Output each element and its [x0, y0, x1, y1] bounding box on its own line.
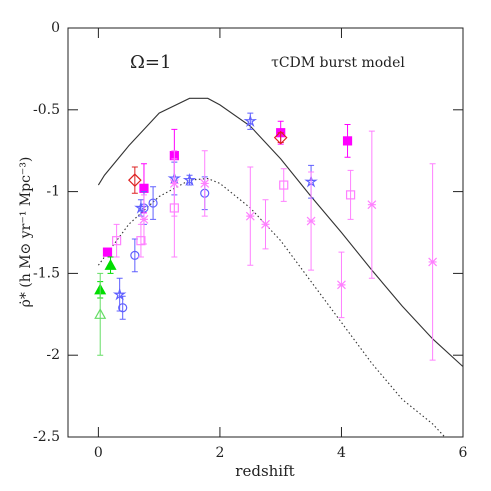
x-tick-label: 0 [94, 445, 103, 461]
marker [345, 190, 356, 200]
marker [279, 180, 289, 190]
marker [112, 287, 127, 301]
marker [243, 114, 258, 127]
marker [342, 136, 353, 146]
y-tick-label: -1 [46, 184, 60, 200]
model-curve [97, 177, 446, 438]
marker [273, 130, 288, 145]
marker [94, 308, 107, 319]
x-axis-label: redshift [235, 462, 294, 480]
error-bar [277, 132, 284, 144]
annotation: τCDM burst model [271, 55, 405, 71]
error-bar [131, 166, 138, 194]
marker [337, 280, 346, 290]
y-tick-label: -0.5 [33, 102, 60, 118]
y-tick-label: -1.5 [33, 265, 60, 281]
marker [367, 200, 377, 210]
annotation: Ω=1 [130, 52, 171, 73]
marker [245, 211, 255, 221]
y-tick-label: -2 [46, 347, 60, 363]
marker [102, 247, 113, 257]
y-tick-label: 0 [51, 20, 60, 36]
marker [182, 173, 197, 186]
marker [200, 178, 210, 188]
error-bar [97, 272, 104, 356]
error-bar [113, 223, 120, 258]
marker [428, 257, 438, 267]
x-tick-label: 6 [459, 445, 468, 461]
y-axis-label: ρ̇* (h M⊙ yr⁻¹ Mpc⁻³) [18, 157, 34, 308]
marker [127, 173, 142, 187]
marker [148, 198, 158, 208]
error-bar [119, 295, 126, 320]
error-bar [137, 223, 144, 258]
y-tick-label: -2.5 [33, 429, 60, 445]
error-bar [347, 169, 354, 220]
x-tick-label: 4 [337, 445, 346, 461]
marker [261, 219, 270, 229]
marker [136, 236, 146, 246]
marker [139, 214, 149, 224]
marker [306, 216, 316, 226]
marker [104, 258, 117, 270]
marker [130, 250, 140, 261]
error-bar [280, 168, 287, 202]
marker [118, 303, 128, 313]
marker [169, 178, 179, 188]
error-bar [116, 277, 123, 312]
plot-frame [67, 27, 464, 438]
x-tick-label: 2 [215, 445, 224, 461]
marker [112, 236, 122, 246]
error-bar [150, 186, 157, 220]
